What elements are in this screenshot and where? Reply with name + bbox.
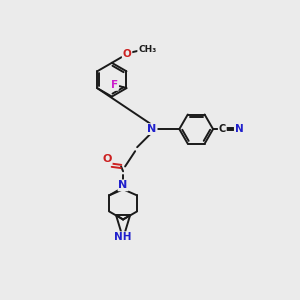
Text: N: N [118, 180, 128, 190]
Text: NH: NH [114, 232, 132, 242]
Text: F: F [111, 80, 118, 90]
Text: N: N [235, 124, 244, 134]
Text: O: O [102, 154, 112, 164]
Text: O: O [123, 49, 131, 59]
Text: C: C [219, 124, 226, 134]
Text: CH₃: CH₃ [138, 45, 156, 54]
Text: N: N [147, 124, 157, 134]
